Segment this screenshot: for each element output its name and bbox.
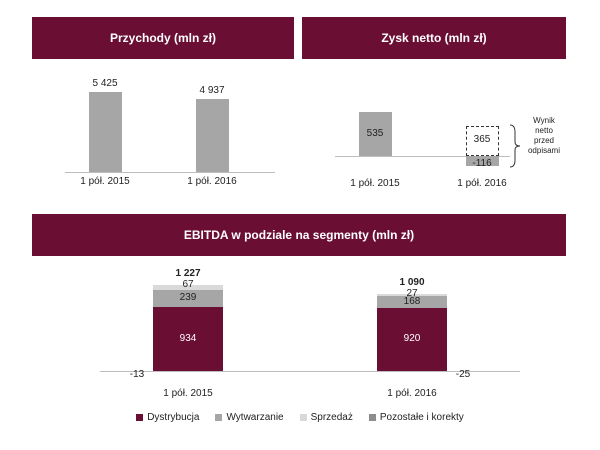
legend-swatch	[368, 414, 376, 421]
revenue-category-label-2016: 1 pół. 2016	[187, 176, 237, 187]
ebitda-bar-sprzedaz-1	[377, 294, 447, 296]
net-profit-axis	[335, 156, 510, 157]
legend-label: Pozostałe i korekty	[379, 412, 464, 423]
net-profit-value-label-2016: -116	[472, 158, 492, 169]
legend-item-wytwarzanie: Wytwarzanie	[215, 412, 284, 423]
revenue-chart-title: Przychody (mln zł)	[32, 17, 294, 59]
legend-swatch	[136, 414, 144, 421]
legend-swatch	[299, 414, 307, 421]
annotation-line: przed	[533, 136, 554, 145]
legend-swatch	[215, 414, 223, 421]
net-profit-bar-2016	[465, 156, 499, 166]
legend-item-dystrybucja: Dystrybucja	[136, 412, 199, 423]
legend-item-sprzedaz: Sprzedaż	[299, 412, 353, 423]
revenue-axis	[65, 172, 275, 173]
revenue-value-label-2016: 4 937	[199, 84, 225, 96]
revenue-category-label-2015: 1 pół. 2015	[80, 176, 130, 187]
revenue-value-label-2015: 5 425	[92, 77, 118, 89]
ebitda-segment-label-dystrybucja-0: 934	[179, 332, 197, 344]
ebitda-segment-label-sprzedaz-0: 67	[182, 279, 194, 291]
legend-label: Dystrybucja	[147, 412, 200, 423]
revenue-bar-2016	[195, 98, 229, 172]
ebitda-total-label-0: 1 227	[175, 268, 201, 280]
annotation-line: netto	[535, 126, 553, 135]
annotation-line: odpisami	[527, 146, 560, 155]
ebitda-bar-sprzedaz-0	[153, 285, 223, 291]
ebitda-segment-label-wytwarzanie-0: 239	[179, 292, 197, 304]
net-profit-before-writeoffs-value: 365	[473, 134, 491, 146]
legend-label: Wytwarzanie	[226, 412, 284, 423]
ebitda-category-label-2015: 1 pół. 2015	[163, 388, 213, 399]
ebitda-segment-label-sprzedaz-1: 27	[406, 288, 418, 300]
ebitda-bar-wytwarzanie-0	[153, 290, 223, 307]
ebitda-legend: Dystrybucja Wytwarzanie Sprzedaż Pozosta…	[0, 412, 600, 423]
legend-item-pozostale: Pozostałe i korekty	[368, 412, 464, 423]
ebitda-segment-label-wytwarzanie-1: 168	[403, 295, 421, 307]
ebitda-total-label-1: 1 090	[399, 277, 425, 289]
net-profit-before-writeoffs-box	[465, 126, 499, 156]
ebitda-axis	[100, 371, 520, 372]
ebitda-category-label-2016: 1 pół. 2016	[387, 388, 437, 399]
ebitda-chart-title: EBITDA w podziale na segmenty (mln zł)	[32, 214, 566, 256]
net-profit-value-label-2015: 535	[366, 128, 384, 140]
annotation-text: Wynik netto przed odpisami	[522, 116, 566, 156]
revenue-bar-2015	[88, 91, 122, 172]
ebitda-bar-dystrybucja-1	[377, 307, 447, 371]
ebitda-bar-dystrybucja-0	[153, 306, 223, 371]
net-profit-category-label-2015: 1 pół. 2015	[350, 178, 400, 189]
ebitda-segment-label-pozostale-1: -25	[455, 369, 471, 380]
legend-label: Sprzedaż	[310, 412, 353, 423]
net-profit-bar-2015	[358, 112, 392, 156]
ebitda-segment-label-pozostale-0: -13	[129, 369, 145, 380]
ebitda-segment-label-dystrybucja-1: 920	[403, 333, 421, 345]
net-profit-category-label-2016: 1 pół. 2016	[457, 178, 507, 189]
net-profit-chart-title: Zysk netto (mln zł)	[302, 17, 566, 59]
annotation-line: Wynik	[533, 116, 555, 125]
annotation-brace	[509, 124, 521, 168]
ebitda-bar-wytwarzanie-1	[377, 295, 447, 308]
